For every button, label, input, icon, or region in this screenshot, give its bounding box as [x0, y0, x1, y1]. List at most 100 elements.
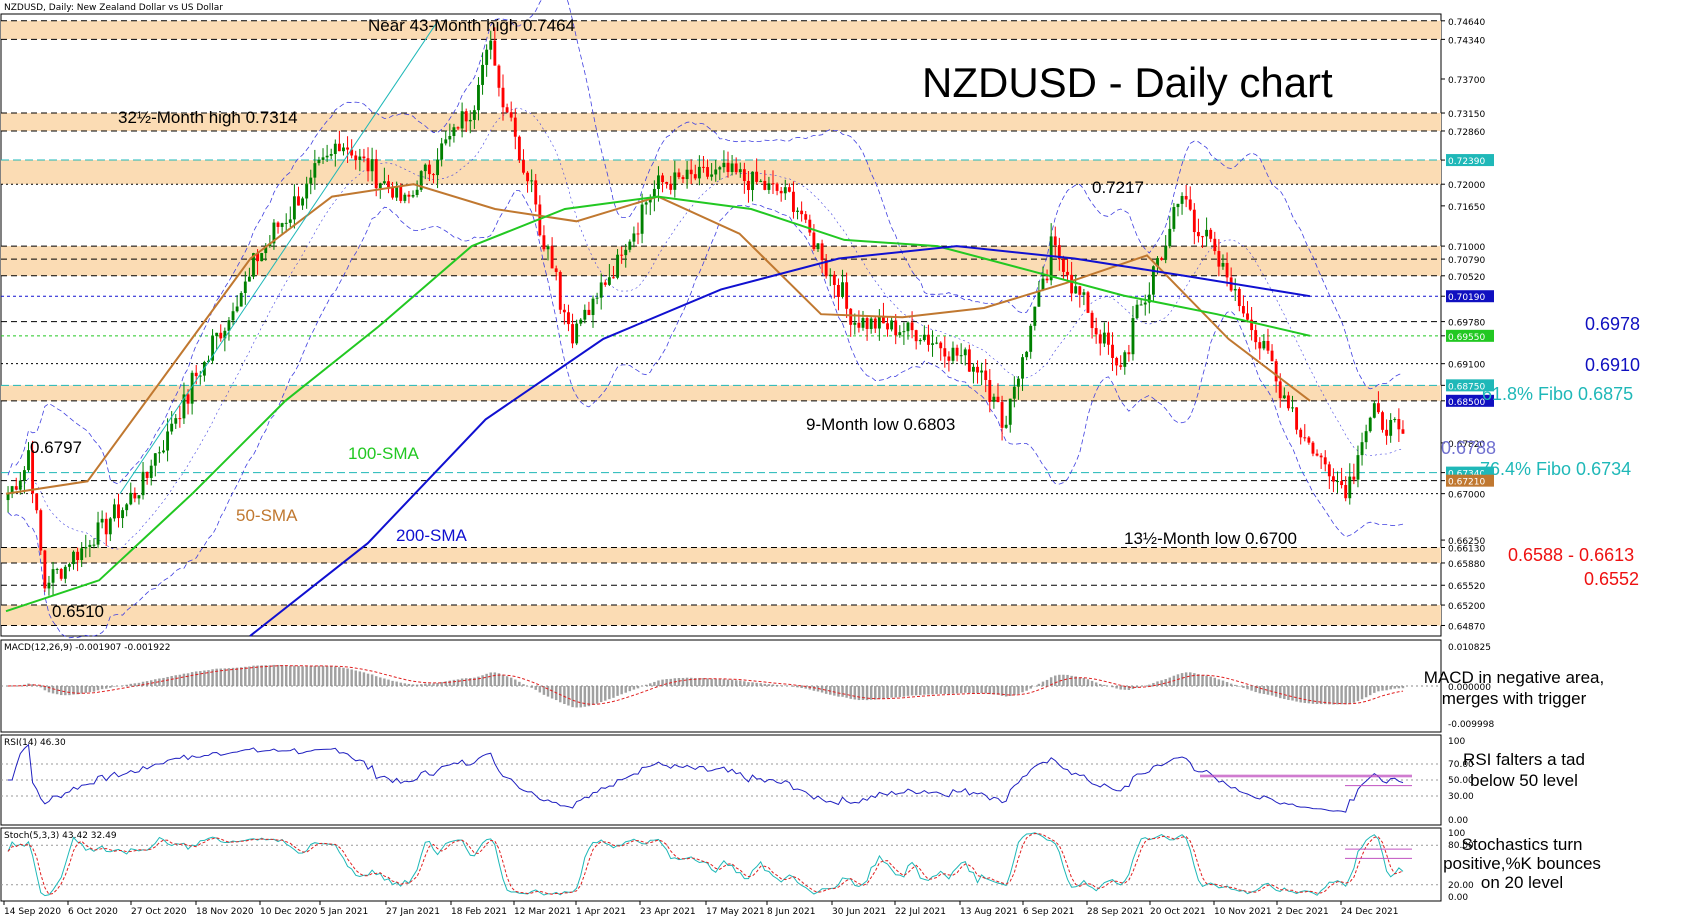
level-0-6910: 0.6910	[1585, 355, 1640, 375]
candle	[1033, 306, 1037, 331]
candle-body	[247, 276, 251, 282]
price-label: 0.69550	[1448, 333, 1485, 343]
candle-body	[174, 418, 178, 424]
candle-body	[665, 182, 669, 184]
candle-body	[1250, 319, 1254, 331]
candle	[391, 182, 394, 200]
candle-body	[325, 155, 329, 158]
candle	[967, 344, 971, 372]
annotation-135-month-low: 13½-Month low 0.6700	[1124, 529, 1297, 548]
candle-body	[1053, 236, 1057, 246]
candle-body	[1102, 332, 1106, 344]
candle-body	[378, 183, 382, 189]
candle-body	[567, 312, 570, 325]
candle	[734, 157, 738, 175]
candle	[1213, 231, 1217, 255]
date-label: 6 Oct 2020	[68, 907, 118, 917]
candle-body	[616, 254, 619, 278]
price-label: 0.72390	[1448, 157, 1485, 167]
candle-body	[129, 492, 133, 505]
candle-body	[1348, 476, 1352, 499]
annotation-near-high: Near 43-Month high 0.7464	[368, 16, 575, 35]
candle	[1376, 391, 1380, 414]
candle-body	[1131, 318, 1135, 355]
candle	[67, 562, 71, 572]
candle	[959, 343, 963, 364]
stoch-comment-3: on 20 level	[1481, 873, 1563, 892]
candle-body	[162, 450, 165, 453]
candle	[1196, 218, 1200, 243]
candle-body	[1266, 340, 1270, 351]
candle-body	[227, 320, 231, 331]
candle	[436, 148, 439, 189]
candle-body	[734, 163, 738, 173]
candle	[1241, 295, 1245, 318]
candle-body	[382, 181, 386, 184]
candle-body	[804, 214, 808, 220]
candle-body	[1017, 378, 1020, 387]
candle	[472, 105, 476, 129]
candle	[301, 196, 305, 210]
candle	[644, 201, 648, 215]
macd-scale-label: -0.009998	[1448, 720, 1494, 730]
candle	[837, 278, 840, 311]
candle-body	[1344, 485, 1348, 499]
candle-body	[1393, 419, 1397, 421]
candle	[1184, 184, 1188, 208]
candle	[1340, 467, 1344, 489]
candle	[1385, 419, 1389, 445]
candle	[92, 538, 96, 549]
macd-layer: 0.010825 0.000000 -0.009998	[1, 643, 1494, 730]
candle-body	[861, 318, 865, 328]
candle-body	[1237, 288, 1241, 307]
candle	[1205, 217, 1209, 247]
candle-body	[865, 318, 869, 329]
candle	[190, 370, 194, 415]
candle-body	[432, 174, 435, 176]
candle	[170, 411, 174, 435]
candle	[6, 486, 10, 513]
candle-body	[194, 372, 198, 377]
date-label: 14 Sep 2020	[4, 907, 61, 917]
candle	[546, 244, 550, 261]
candle-body	[1049, 236, 1053, 281]
candle-body	[775, 183, 779, 191]
candle	[125, 502, 129, 517]
candle	[419, 170, 423, 192]
candle-body	[112, 504, 116, 519]
candle	[1262, 334, 1266, 351]
candle-body	[988, 380, 992, 402]
candle	[1000, 395, 1004, 441]
candle-body	[763, 180, 767, 190]
candle-body	[681, 177, 685, 180]
candle	[1053, 226, 1057, 258]
candle	[1303, 424, 1307, 442]
candle-body	[922, 334, 926, 341]
candle-body	[178, 418, 182, 420]
candle	[14, 477, 18, 491]
candle-body	[558, 271, 562, 310]
candle	[321, 148, 325, 164]
candle-body	[943, 348, 947, 357]
candle	[1356, 445, 1360, 488]
candle-body	[1151, 266, 1155, 295]
candle	[681, 175, 685, 184]
candle-body	[72, 551, 75, 565]
candle	[153, 453, 157, 477]
candle-body	[1295, 407, 1299, 430]
candle-body	[96, 522, 100, 545]
candle	[1282, 387, 1286, 400]
candle	[1115, 356, 1119, 376]
candle	[571, 313, 574, 349]
candle	[1307, 436, 1311, 445]
candle	[738, 162, 742, 178]
candle	[198, 370, 202, 385]
candle-body	[108, 518, 112, 535]
candle-body	[51, 569, 55, 583]
candle-body	[742, 169, 746, 181]
zone-0	[1, 20, 1441, 40]
candle	[51, 561, 55, 596]
candle-body	[55, 569, 59, 571]
stoch-comment-2: positive,%K bounces	[1443, 854, 1601, 873]
candle	[1008, 398, 1012, 433]
